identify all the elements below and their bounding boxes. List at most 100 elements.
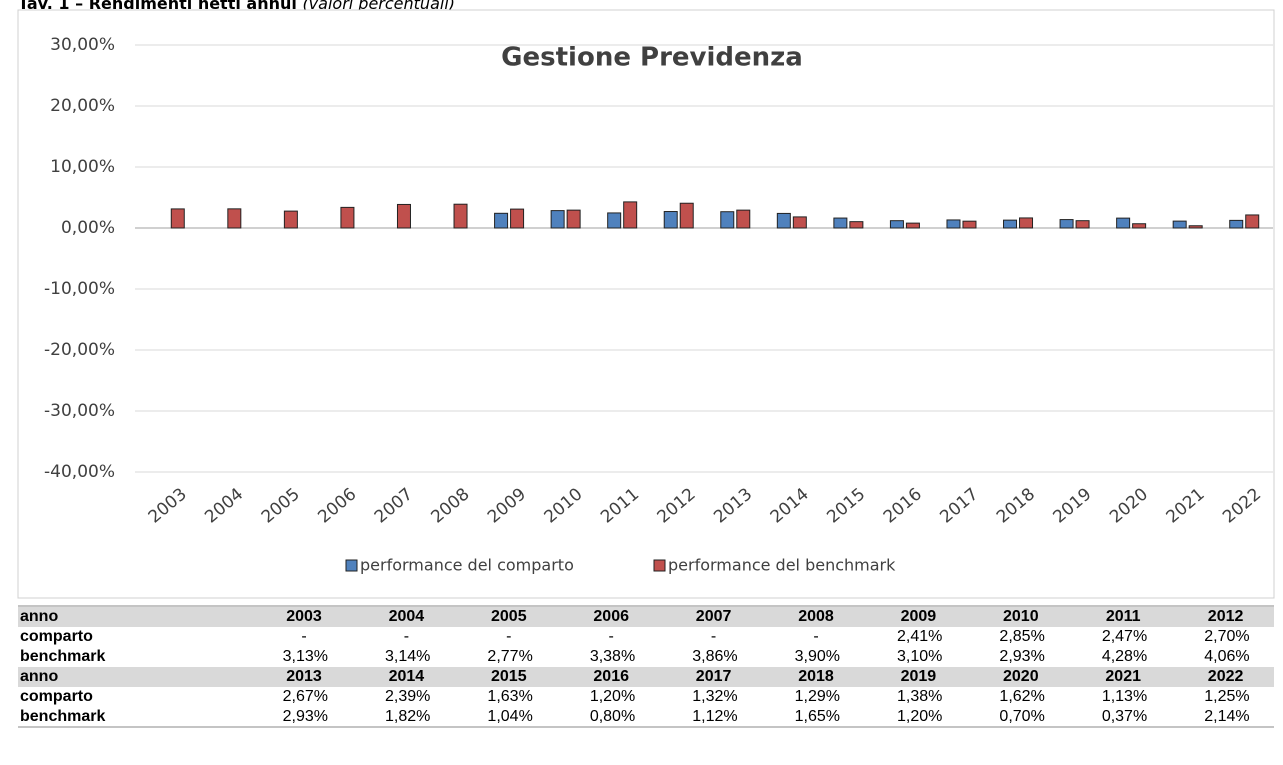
table-value: - [404,628,409,645]
table-year: 2008 [798,608,834,625]
caption-title: Tav. 1 – Rendimenti netti annui [18,0,297,13]
table-value: 0,37% [1102,708,1147,725]
table-year: 2004 [389,608,425,625]
table-year: 2015 [491,668,527,685]
bar [227,208,242,229]
legend-swatch [345,559,358,572]
table-value: - [609,628,614,645]
table-value: 1,04% [487,708,532,725]
table-value: 2,14% [1204,708,1249,725]
bar [396,203,411,229]
legend-label: performance del benchmark [668,556,896,575]
table-value: 1,82% [385,708,430,725]
table-year: 2005 [491,608,527,625]
bar [1059,219,1074,229]
bar [736,209,751,229]
table-value: 3,13% [283,648,328,665]
table-value: 4,06% [1204,648,1249,665]
bar [453,203,468,229]
table-value: 1,13% [1102,688,1147,705]
table-value: 3,86% [692,648,737,665]
bar [1019,217,1034,229]
bar [720,211,735,229]
table-value: 2,93% [999,648,1044,665]
table-year: 2014 [389,668,425,685]
y-tick-label: -20,00% [44,340,115,360]
bar [1075,220,1090,229]
table-value: 1,63% [487,688,532,705]
bar [962,220,977,229]
row-label: anno [20,668,58,685]
table-value: 3,90% [795,648,840,665]
bar [1188,225,1203,229]
table-value: 1,20% [897,708,942,725]
table-header-bg [18,667,1274,687]
table-value: 0,70% [999,708,1044,725]
table-year: 2007 [696,608,732,625]
bar [1229,219,1244,229]
y-tick-label: 30,00% [50,35,115,55]
table-value: 2,93% [283,708,328,725]
table-value: 1,32% [692,688,737,705]
table-year: 2017 [696,668,732,685]
table-year: 2003 [286,608,322,625]
bar [510,208,525,229]
table-value: 2,67% [283,688,328,705]
bar [566,209,581,229]
chart-title: Gestione Previdenza [501,43,803,73]
row-label: anno [20,608,58,625]
table-value: - [813,628,818,645]
bar [623,201,638,229]
bar [905,222,920,229]
y-tick-label: -40,00% [44,462,115,482]
bar [1003,219,1018,229]
legend-swatch [653,559,666,572]
caption-note: (valori percentuali) [302,0,455,13]
table-value: 3,10% [897,648,942,665]
table-year: 2019 [901,668,937,685]
caption: Tav. 1 – Rendimenti netti annui (valori … [18,0,455,13]
y-tick-label: 20,00% [50,96,115,116]
table-header-bg [18,607,1274,627]
row-label: benchmark [20,648,105,665]
y-tick-label: -30,00% [44,401,115,421]
row-label: benchmark [20,708,105,725]
chart-frame [17,9,1275,599]
table-value: 1,12% [692,708,737,725]
table-value: 0,80% [590,708,635,725]
bar [1132,223,1147,229]
bar [849,221,864,229]
table-value: 1,65% [795,708,840,725]
bar [776,212,791,229]
bar [679,202,694,229]
table-value: 1,62% [999,688,1044,705]
bar [663,211,678,229]
bar [607,212,622,229]
table-value: 3,38% [590,648,635,665]
table-value: 1,20% [590,688,635,705]
table-year: 2022 [1208,668,1244,685]
table-value: 2,39% [385,688,430,705]
table-value: 2,77% [487,648,532,665]
table-year: 2012 [1208,608,1244,625]
table-year: 2021 [1105,668,1141,685]
table-year: 2016 [593,668,629,685]
bar [550,210,565,229]
table-year: 2006 [593,608,629,625]
legend-label: performance del comparto [360,556,574,575]
bar [1245,214,1260,229]
bar [792,216,807,229]
y-tick-label: -10,00% [44,279,115,299]
table-value: 1,29% [795,688,840,705]
row-label: comparto [20,628,93,645]
bar [170,208,185,229]
bar [889,220,904,229]
y-tick-label: 10,00% [50,157,115,177]
table-value: 3,14% [385,648,430,665]
bar [946,219,961,229]
table-value: 1,38% [897,688,942,705]
table-year: 2009 [901,608,937,625]
table-year: 2011 [1106,608,1141,625]
bar [494,212,509,229]
